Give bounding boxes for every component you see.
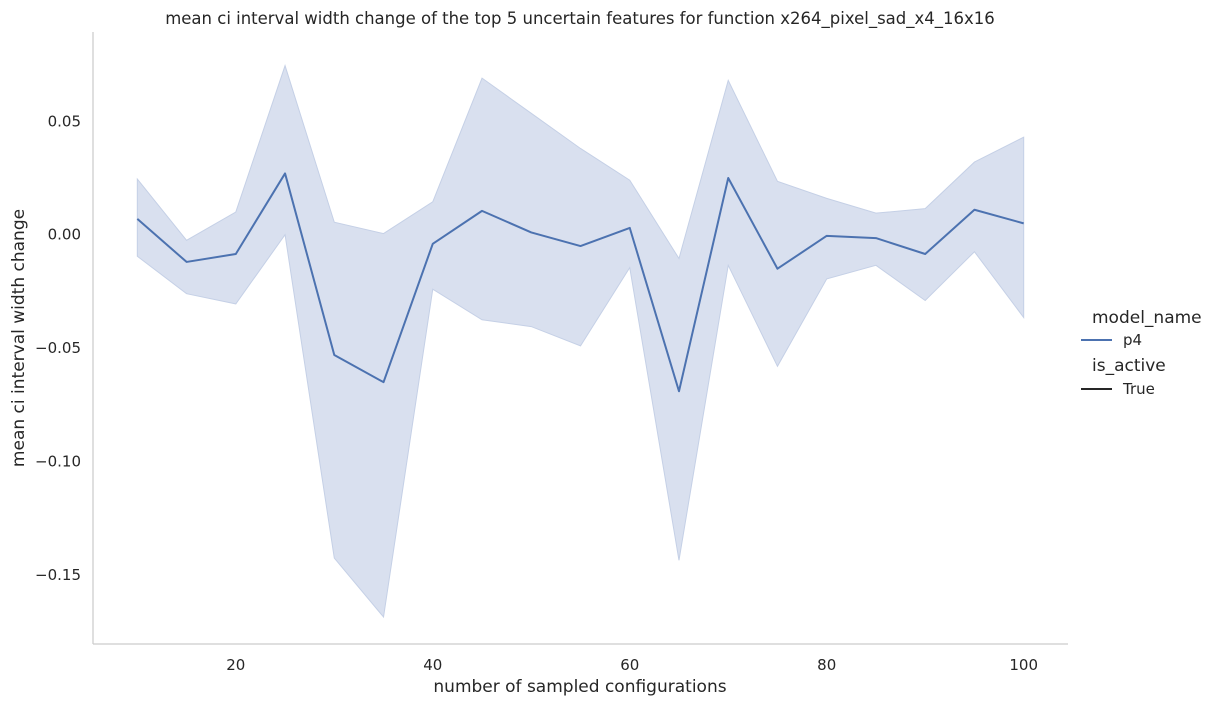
data-point [481,210,483,212]
y-tick-label: −0.05 [35,339,81,357]
x-axis-ticks: 20 40 60 80 100 [226,656,1038,674]
legend-hue-title: model_name [1092,308,1202,328]
y-tick-label: 0.00 [48,226,81,244]
data-point [383,381,385,383]
x-tick-label: 60 [620,656,639,674]
legend-style-title: is_active [1092,356,1166,376]
y-tick-label: −0.10 [35,453,81,471]
chart-title: mean ci interval width change of the top… [165,9,995,29]
y-tick-label: 0.05 [48,112,81,130]
data-point [1023,222,1025,224]
x-tick-label: 40 [423,656,442,674]
legend-hue-label: p4 [1123,331,1142,349]
y-tick-label: −0.15 [35,566,81,584]
x-axis-label: number of sampled configurations [433,677,726,697]
y-axis-ticks: 0.05 0.00 −0.05 −0.10 −0.15 [35,112,81,584]
data-point [530,231,532,233]
data-point [629,227,631,229]
data-point [580,245,582,247]
data-point [924,253,926,255]
x-tick-label: 100 [1009,656,1038,674]
data-point [235,253,237,255]
data-point [973,209,975,211]
confidence-band-p4 [136,64,1025,619]
data-point [186,261,188,263]
data-point [826,235,828,237]
data-point [875,237,877,239]
data-point [333,354,335,356]
legend-style-label: True [1122,380,1155,398]
data-point [776,268,778,270]
plot-area [136,64,1025,619]
x-tick-label: 80 [817,656,836,674]
data-point [136,218,138,220]
data-point [432,243,434,245]
legend: model_name p4 is_active True [1081,308,1202,398]
data-point [284,172,286,174]
series-line-p4 [136,172,1024,393]
x-tick-label: 20 [226,656,245,674]
y-axis-label: mean ci interval width change [9,209,29,467]
data-point [678,390,680,392]
data-point [727,177,729,179]
